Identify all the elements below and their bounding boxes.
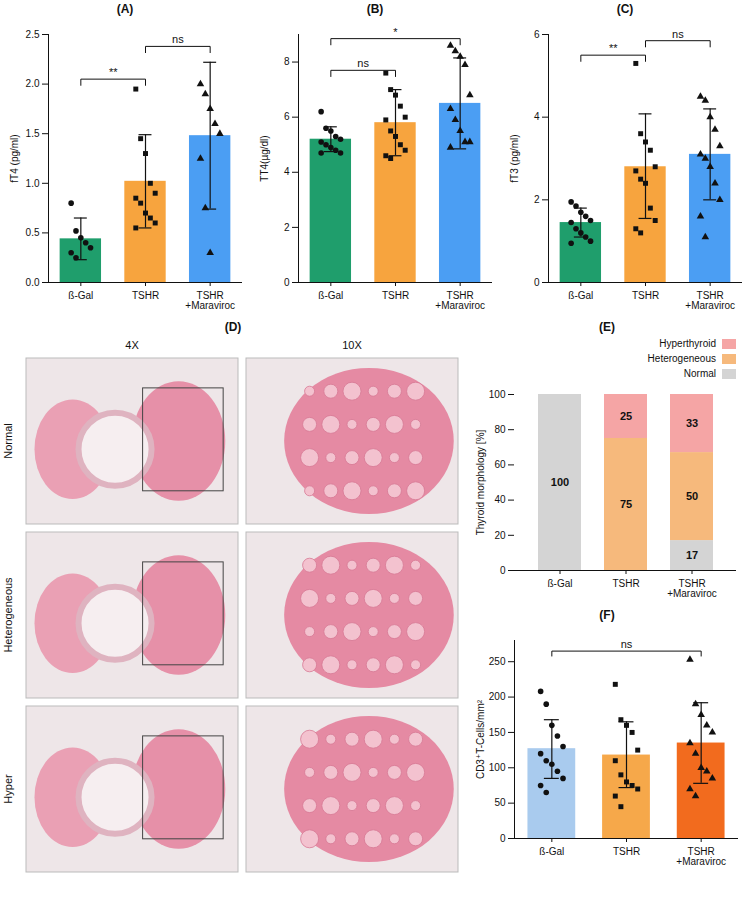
- svg-text:0: 0: [500, 833, 506, 844]
- svg-text:1.0: 1.0: [26, 178, 40, 189]
- svg-text:ß-Gal: ß-Gal: [318, 290, 343, 301]
- svg-text:fT4 (pg/ml): fT4 (pg/ml): [9, 134, 20, 182]
- html-text:(D): (D): [224, 320, 242, 334]
- svg-text:TSHR+Maraviroc: TSHR+Maraviroc: [185, 290, 235, 311]
- svg-text:8: 8: [284, 56, 290, 67]
- svg-text:TSHR+Maraviroc: TSHR+Maraviroc: [685, 290, 735, 311]
- svg-text:2.0: 2.0: [26, 78, 40, 89]
- svg-text:20: 20: [494, 530, 506, 541]
- svg-text:**: **: [609, 42, 618, 54]
- svg-text:TSHR+Maraviroc: TSHR+Maraviroc: [435, 290, 485, 311]
- svg-text:0.5: 0.5: [26, 227, 40, 238]
- svg-text:**: **: [109, 66, 118, 78]
- svg-text:100: 100: [489, 762, 506, 773]
- svg-text:ns: ns: [672, 28, 684, 40]
- svg-text:TSHR: TSHR: [382, 290, 409, 301]
- svg-text:100: 100: [551, 476, 569, 488]
- html-text:Heterogeneous: Heterogeneous: [647, 353, 716, 364]
- svg-text:ß-Gal: ß-Gal: [548, 578, 573, 589]
- svg-text:2: 2: [284, 222, 290, 233]
- svg-text:33: 33: [686, 417, 698, 429]
- svg-text:17: 17: [686, 549, 698, 561]
- html-text:(E): (E): [599, 320, 615, 334]
- svg-text:Normal: Normal: [2, 423, 14, 458]
- svg-text:6: 6: [284, 111, 290, 122]
- svg-text:TSHR: TSHR: [613, 846, 640, 857]
- svg-text:25: 25: [620, 410, 632, 422]
- svg-text:ß-Gal: ß-Gal: [68, 290, 93, 301]
- svg-text:Thyroid morphology [%]: Thyroid morphology [%]: [475, 429, 486, 535]
- svg-text:TSHR+Maraviroc: TSHR+Maraviroc: [667, 578, 717, 599]
- html-text:(B): (B): [366, 2, 384, 16]
- svg-text:CD3⁺T-Cells/mm²: CD3⁺T-Cells/mm²: [475, 699, 486, 779]
- svg-text:TT4(µg/dl): TT4(µg/dl): [259, 135, 270, 181]
- svg-text:Heterogeneous: Heterogeneous: [2, 577, 14, 653]
- svg-text:TSHR: TSHR: [632, 290, 659, 301]
- svg-text:0: 0: [284, 277, 290, 288]
- svg-text:4X: 4X: [125, 339, 139, 351]
- svg-text:ns: ns: [621, 638, 633, 650]
- svg-text:TSHR: TSHR: [132, 290, 159, 301]
- html-text:Normal: Normal: [683, 368, 716, 379]
- html-text:(A): (A): [116, 2, 134, 16]
- svg-text:6: 6: [534, 29, 540, 40]
- svg-text:TSHR: TSHR: [612, 578, 639, 589]
- svg-text:Hyper: Hyper: [2, 774, 14, 804]
- svg-text:ns: ns: [357, 57, 369, 69]
- svg-text:*: *: [393, 26, 398, 38]
- html-text:(C): (C): [616, 2, 634, 16]
- svg-text:TSHR+Maraviroc: TSHR+Maraviroc: [676, 846, 726, 867]
- svg-text:200: 200: [489, 691, 506, 702]
- svg-text:150: 150: [489, 727, 506, 738]
- svg-text:1.5: 1.5: [26, 128, 40, 139]
- svg-text:0: 0: [500, 565, 506, 576]
- svg-text:fT3 (pg/ml): fT3 (pg/ml): [509, 134, 520, 182]
- svg-text:2.5: 2.5: [26, 29, 40, 40]
- svg-text:40: 40: [494, 494, 506, 505]
- svg-text:100: 100: [489, 389, 506, 400]
- svg-text:250: 250: [489, 656, 506, 667]
- html-text:Hyperthyroid: Hyperthyroid: [659, 338, 716, 349]
- svg-text:4: 4: [284, 166, 290, 177]
- svg-text:75: 75: [620, 498, 632, 510]
- svg-text:80: 80: [494, 424, 506, 435]
- svg-text:ns: ns: [172, 33, 184, 45]
- svg-text:50: 50: [686, 490, 698, 502]
- svg-text:2: 2: [534, 194, 540, 205]
- svg-text:0: 0: [534, 277, 540, 288]
- svg-text:10X: 10X: [342, 339, 362, 351]
- svg-text:0.0: 0.0: [26, 277, 40, 288]
- svg-text:60: 60: [494, 459, 506, 470]
- svg-text:4: 4: [534, 111, 540, 122]
- svg-text:ß-Gal: ß-Gal: [539, 846, 564, 857]
- html-text:(F): (F): [599, 608, 615, 622]
- svg-text:ß-Gal: ß-Gal: [568, 290, 593, 301]
- svg-text:50: 50: [494, 797, 506, 808]
